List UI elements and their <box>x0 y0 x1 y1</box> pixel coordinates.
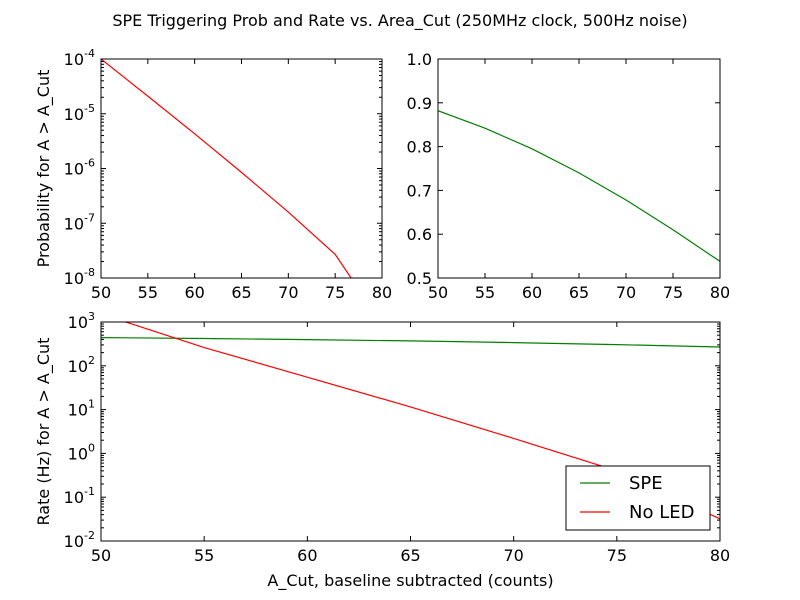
y-tick-label: 10-8 <box>64 266 95 288</box>
y-tick-label: 1.0 <box>407 50 432 69</box>
x-tick-label: 75 <box>325 283 345 302</box>
y-axis-label: Probability for A > A_Cut <box>34 70 54 268</box>
spe-probability-panel: 50 55 60 65 70 75 80 0.5 0.6 0.7 0.8 0.9 1.0 <box>407 50 731 302</box>
y-tick-label: 0.6 <box>407 225 432 244</box>
legend-label: No LED <box>629 502 694 523</box>
x-axis-label: A_Cut, baseline subtracted (counts) <box>267 571 553 591</box>
y-tick-label: 10-4 <box>64 47 95 69</box>
x-tick-label: 70 <box>278 283 298 302</box>
y-tick-label: 0.7 <box>407 181 432 200</box>
series-0-line <box>101 59 352 278</box>
rate-panel: 50 55 60 65 70 75 80 10-2 10-1 100 101 102 103 Rate (… <box>34 310 730 591</box>
y-tick-label: 103 <box>68 310 95 332</box>
x-tick-label: 80 <box>372 283 392 302</box>
x-tick-label: 55 <box>138 283 158 302</box>
x-tick-label: 65 <box>569 283 589 302</box>
spe-line <box>101 337 720 348</box>
x-tick-label: 50 <box>91 546 111 565</box>
legend-label: SPE <box>629 473 663 494</box>
x-tick-label: 75 <box>663 283 683 302</box>
y-tick-label: 10-1 <box>64 485 95 507</box>
x-tick-label: 70 <box>503 546 523 565</box>
y-tick-label: 10-5 <box>64 102 95 124</box>
x-tick-label: 55 <box>475 283 495 302</box>
x-tick-label: 60 <box>184 283 204 302</box>
y-tick-label: 100 <box>68 441 95 463</box>
y-tick-label: 0.5 <box>407 269 432 288</box>
x-tick-label: 60 <box>522 283 542 302</box>
y-tick-label: 0.9 <box>407 94 432 113</box>
axes-frame <box>437 58 721 279</box>
x-tick-label: 70 <box>616 283 636 302</box>
y-tick-label: 10-6 <box>64 157 95 179</box>
x-tick-label: 75 <box>607 546 627 565</box>
y-tick-label: 10-7 <box>64 211 95 233</box>
y-tick-label: 101 <box>68 398 95 420</box>
x-tick-label: 80 <box>710 283 730 302</box>
x-tick-label: 60 <box>297 546 317 565</box>
probability-panel: 50 55 60 65 70 75 80 10-8 10-7 10-6 10-5 10-4 Probab… <box>34 47 392 302</box>
x-tick-label: 80 <box>710 546 730 565</box>
y-tick-label: 102 <box>68 354 95 376</box>
legend: SPE No LED <box>565 465 711 531</box>
x-tick-label: 65 <box>231 283 251 302</box>
series-0-line <box>438 110 720 262</box>
x-tick-label: 65 <box>400 546 420 565</box>
legend-box <box>565 465 711 531</box>
y-tick-label: 0.8 <box>407 138 432 157</box>
x-tick-label: 50 <box>428 283 448 302</box>
figure-title: SPE Triggering Prob and Rate vs. Area_Cu… <box>112 11 687 31</box>
x-tick-label: 55 <box>194 546 214 565</box>
x-tick-label: 50 <box>91 283 111 302</box>
y-axis-label: Rate (Hz) for A > A_Cut <box>34 338 54 526</box>
y-tick-label: 10-2 <box>64 529 95 551</box>
